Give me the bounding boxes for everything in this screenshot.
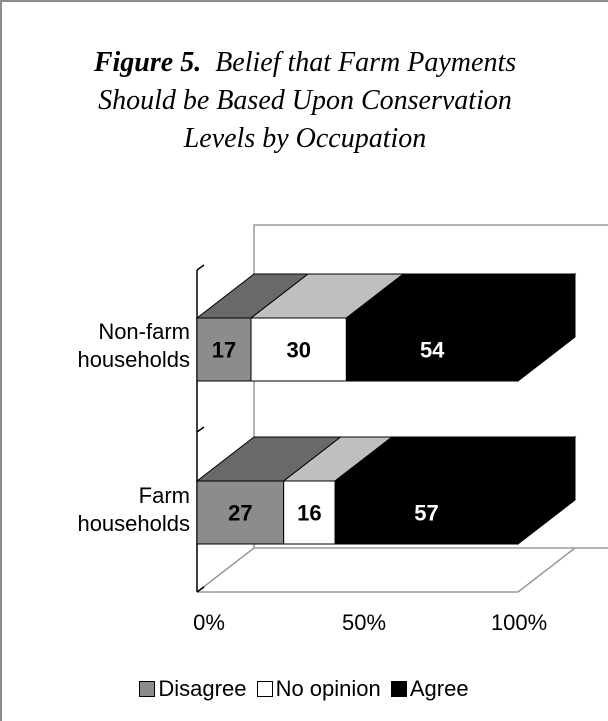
data-label: 54 (420, 338, 445, 363)
legend: Disagree No opinion Agree (0, 676, 608, 703)
bar-segment (334, 480, 519, 545)
axis-tick (196, 426, 205, 433)
legend-item-disagree: Disagree (139, 676, 246, 702)
data-label: 27 (228, 501, 252, 526)
data-labels: 17 30 54 27 16 57 (212, 338, 445, 526)
bar-segment (196, 480, 285, 545)
axis-tick (196, 264, 205, 271)
x-tick-label: 0% (193, 610, 225, 635)
legend-item-no-opinion: No opinion (256, 676, 381, 702)
category-label-non-farm: Non-farm households (77, 319, 190, 372)
bar-segment (345, 317, 519, 382)
x-tick-label: 50% (341, 610, 387, 635)
chart-bars (195, 272, 577, 546)
legend-swatch (390, 681, 407, 697)
category-label-farm: Farm households (77, 483, 190, 536)
legend-swatch (139, 681, 156, 697)
figure-title: Belief that Farm Payments Should be Base… (98, 47, 517, 154)
chart-title: Figure 5. Belief that Farm Payments Shoul… (60, 44, 550, 158)
floor-edge (196, 547, 255, 593)
x-tick-label: 100% (490, 610, 548, 635)
data-label: 30 (286, 338, 310, 363)
bar-segment (283, 480, 336, 545)
data-label: 17 (212, 338, 236, 363)
data-label: 16 (297, 501, 321, 526)
figure-number: Figure 5. (93, 47, 202, 78)
data-label: 57 (414, 501, 438, 526)
legend-swatch (256, 681, 273, 697)
floor-side-edge (517, 547, 576, 593)
legend-item-agree: Agree (390, 676, 469, 702)
axis-tick (196, 586, 205, 593)
bar-segment (196, 317, 252, 382)
